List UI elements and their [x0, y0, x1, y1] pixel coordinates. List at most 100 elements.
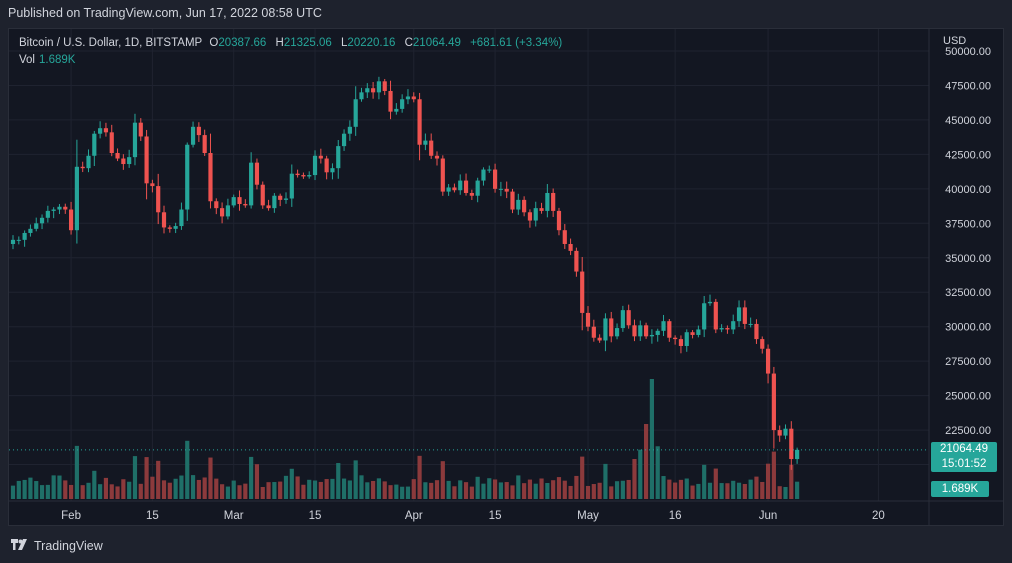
volume-bar — [702, 464, 707, 499]
volume-bar — [22, 479, 27, 499]
volume-bar — [266, 482, 271, 499]
candle-body — [341, 133, 347, 147]
candle-body — [527, 212, 533, 221]
candle-body — [68, 209, 74, 231]
candle-body — [551, 192, 556, 211]
candle-body — [661, 321, 666, 331]
footer-brand[interactable]: TradingView — [10, 536, 103, 556]
candle-body — [556, 210, 562, 231]
candle-body — [405, 96, 411, 100]
candle-body — [121, 158, 126, 165]
candle-body — [626, 310, 631, 326]
y-tick-label: 25000.00 — [945, 391, 991, 403]
volume-bar — [580, 456, 585, 499]
volume-bar — [498, 482, 503, 499]
y-tick-label: 50000.00 — [945, 46, 991, 58]
volume-bar — [208, 457, 213, 499]
y-tick-label: 40000.00 — [945, 184, 991, 196]
volume-bar — [231, 480, 236, 499]
volume-bar — [725, 483, 730, 499]
candle-body — [673, 337, 678, 340]
currency-label[interactable]: USD — [943, 35, 967, 47]
candle-body — [185, 144, 190, 210]
candle-body — [475, 180, 480, 196]
volume-bar — [789, 464, 794, 499]
candle-body — [423, 140, 428, 145]
time-axis[interactable]: Feb 15 Mar 15 Apr 15 May 16 Jun 20 — [61, 510, 885, 522]
volume-bar — [783, 486, 788, 499]
volume-bar — [225, 486, 230, 499]
symbol-label[interactable]: Bitcoin / U.S. Dollar, 1D, BITSTAMP — [19, 37, 203, 49]
candle-body — [638, 325, 643, 337]
x-tick-label: 20 — [872, 510, 885, 522]
candlestick-chart[interactable]: 20000.0022500.0025000.0027500.0030000.00… — [9, 29, 1003, 525]
candle-body — [324, 158, 329, 173]
candle-body — [16, 239, 21, 241]
candle-body — [190, 126, 196, 145]
candle-body — [312, 155, 318, 176]
volume-bar — [74, 445, 79, 499]
volume-bar — [475, 476, 480, 499]
volume-bar — [109, 484, 114, 499]
candle-body — [609, 318, 614, 337]
volume-bar — [16, 480, 21, 499]
candle-body — [504, 188, 509, 192]
volume-bar — [649, 379, 654, 499]
close-value: 21064.49 — [412, 37, 461, 49]
candle-body — [789, 428, 794, 460]
candle-body — [585, 312, 591, 327]
volume-bar — [190, 475, 196, 499]
volume-bar — [330, 478, 335, 499]
candle-body — [179, 209, 184, 227]
candle-body — [28, 228, 33, 233]
candle-body — [597, 337, 602, 341]
candle-body — [138, 122, 143, 137]
volume-bar — [312, 480, 318, 499]
candle-body — [492, 169, 498, 189]
volume-bar — [289, 468, 294, 499]
volume-bar — [655, 446, 660, 499]
volume-bar — [539, 478, 544, 499]
volume-bar — [707, 482, 713, 499]
candle-body — [591, 326, 596, 338]
y-tick-label: 32500.00 — [945, 287, 991, 299]
candle-body — [231, 197, 236, 206]
candle-body — [434, 155, 440, 159]
volume-bar — [446, 480, 451, 499]
bar-countdown: 15:01:52 — [941, 457, 987, 470]
volume-bar — [185, 440, 190, 499]
y-tick-label: 30000.00 — [945, 322, 991, 334]
candle-body — [620, 310, 625, 329]
price-axis[interactable]: 20000.0022500.0025000.0027500.0030000.00… — [945, 46, 991, 472]
volume-bar — [736, 482, 742, 499]
volume-bar — [132, 456, 138, 499]
volume-bar — [10, 485, 16, 499]
volume-bar — [324, 479, 329, 499]
candle-body — [266, 205, 271, 209]
candle-body — [771, 373, 776, 431]
volume-bar — [545, 482, 550, 499]
volume-bar — [585, 485, 591, 499]
candle-body — [51, 209, 56, 211]
volume-bar — [260, 486, 265, 499]
volume-bar — [748, 479, 753, 499]
volume-key[interactable]: Vol — [19, 54, 35, 66]
volume-bar — [795, 481, 800, 499]
candle-body — [777, 430, 782, 436]
candle-body — [795, 449, 800, 460]
volume-bar — [504, 482, 509, 499]
chart-panel[interactable]: 20000.0022500.0025000.0027500.0030000.00… — [8, 28, 1004, 526]
last-price-value: 21064.49 — [940, 442, 988, 455]
volume-bar — [667, 479, 672, 499]
candle-body — [173, 226, 178, 229]
volume-bar — [429, 482, 434, 499]
candle-body — [562, 230, 567, 244]
candle-body — [725, 328, 730, 330]
candle-body — [353, 99, 358, 127]
volume-bar — [440, 461, 445, 499]
volume-bar — [620, 480, 625, 499]
candle-body — [678, 339, 684, 346]
volume-bar — [103, 477, 109, 499]
candle-body — [644, 325, 649, 337]
candle-body — [417, 99, 422, 145]
